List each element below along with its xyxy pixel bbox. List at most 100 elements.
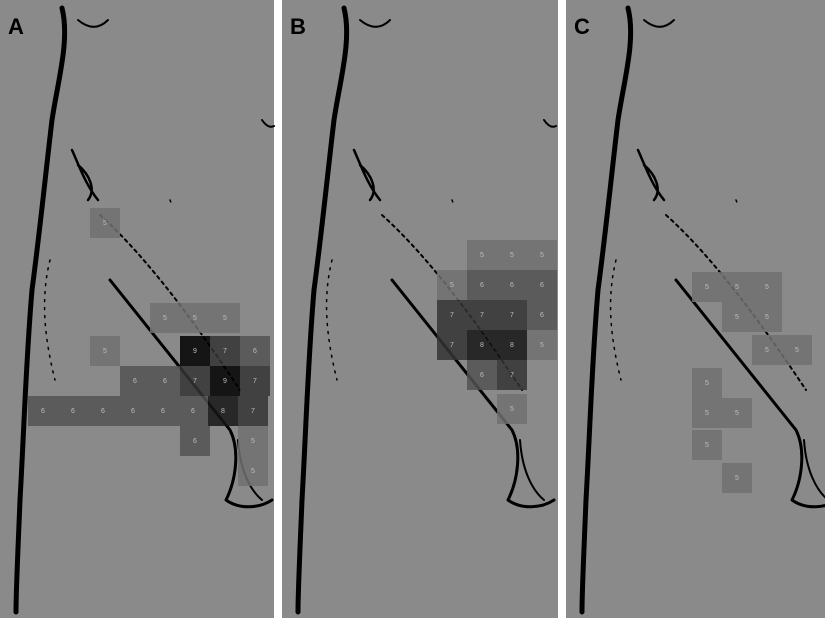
pain-cell <box>28 396 58 426</box>
cell-value: 5 <box>510 252 514 259</box>
cell-value: 5 <box>510 406 514 413</box>
cell-value: 7 <box>223 348 227 355</box>
pain-cell <box>527 300 557 330</box>
cell-value: 6 <box>41 408 45 415</box>
cell-value: 5 <box>735 284 739 291</box>
pain-cell <box>527 270 557 300</box>
cell-value: 6 <box>191 408 195 415</box>
cell-value: 5 <box>765 347 769 354</box>
cell-value: 6 <box>163 378 167 385</box>
pain-cell <box>180 336 210 366</box>
pain-cell <box>692 368 722 398</box>
pain-cell <box>692 430 722 460</box>
cell-value: 5 <box>795 347 799 354</box>
pain-cell <box>692 398 722 428</box>
pain-cell <box>88 396 118 426</box>
panel: 5 5 5 5 6 6 6 7 7 7 6 7 8 8 5 6 7 5 B <box>282 0 558 618</box>
pain-cell <box>437 300 467 330</box>
cell-value: 5 <box>103 348 107 355</box>
cell-value: 5 <box>705 442 709 449</box>
cell-value: 6 <box>510 282 514 289</box>
cell-value: 6 <box>131 408 135 415</box>
pain-cell <box>527 330 557 360</box>
pain-cell <box>722 463 752 493</box>
cell-value: 5 <box>735 410 739 417</box>
panel: 5 5 5 5 5 5 5 5 5 5 5 5 C <box>566 0 825 618</box>
cell-value: 5 <box>735 475 739 482</box>
cell-value: 5 <box>540 252 544 259</box>
pain-cell <box>180 426 210 456</box>
pain-cell <box>752 272 782 302</box>
cell-value: 7 <box>510 372 514 379</box>
pain-cell <box>238 426 268 456</box>
cell-value: 7 <box>253 378 257 385</box>
panel-label: B <box>290 14 306 39</box>
pain-cell <box>238 456 268 486</box>
pain-cell <box>497 360 527 390</box>
cell-value: 5 <box>735 314 739 321</box>
cell-value: 7 <box>450 342 454 349</box>
pain-cell <box>148 396 178 426</box>
pain-cell <box>692 272 722 302</box>
panel-label: C <box>574 14 590 39</box>
panel-label: A <box>8 14 24 39</box>
pain-cell <box>497 300 527 330</box>
pain-cell <box>120 366 150 396</box>
pain-cell <box>210 303 240 333</box>
cell-value: 5 <box>705 410 709 417</box>
pain-cell <box>150 366 180 396</box>
pain-cell <box>238 396 268 426</box>
pain-cell <box>90 208 120 238</box>
pain-cell <box>467 240 497 270</box>
cell-value: 9 <box>223 378 227 385</box>
pain-cell <box>240 336 270 366</box>
cell-value: 5 <box>193 315 197 322</box>
pain-cell <box>437 270 467 300</box>
pain-cell <box>58 396 88 426</box>
pain-cell <box>90 336 120 366</box>
cell-value: 5 <box>103 220 107 227</box>
cell-value: 6 <box>161 408 165 415</box>
cell-value: 6 <box>480 282 484 289</box>
cell-value: 6 <box>253 348 257 355</box>
cell-value: 5 <box>251 468 255 475</box>
pain-cell <box>208 396 238 426</box>
cell-value: 5 <box>705 380 709 387</box>
panel: 5 5 5 5 5 9 7 6 6 6 7 9 7 6 6 6 6 6 6 8 7 6 5 5 A <box>0 0 274 618</box>
cell-value: 6 <box>193 438 197 445</box>
cell-value: 7 <box>450 312 454 319</box>
pain-cell <box>527 240 557 270</box>
cell-value: 6 <box>101 408 105 415</box>
cell-value: 8 <box>510 342 514 349</box>
cell-value: 5 <box>765 314 769 321</box>
pain-cell <box>497 394 527 424</box>
pain-cell <box>210 366 240 396</box>
cell-value: 7 <box>510 312 514 319</box>
pain-cell <box>782 335 812 365</box>
pain-cell <box>497 240 527 270</box>
pain-cell <box>722 398 752 428</box>
pain-cell <box>722 272 752 302</box>
cell-value: 5 <box>705 284 709 291</box>
cell-value: 5 <box>163 315 167 322</box>
cell-value: 6 <box>133 378 137 385</box>
pain-cell <box>497 330 527 360</box>
pain-cell <box>467 360 497 390</box>
cell-value: 5 <box>450 282 454 289</box>
cell-value: 5 <box>765 284 769 291</box>
pain-cell <box>180 303 210 333</box>
pain-cell <box>180 366 210 396</box>
pain-cell <box>467 270 497 300</box>
pain-cell <box>467 330 497 360</box>
pain-cell <box>210 336 240 366</box>
cell-value: 7 <box>480 312 484 319</box>
cell-value: 5 <box>251 438 255 445</box>
cell-value: 6 <box>540 282 544 289</box>
cell-value: 5 <box>540 342 544 349</box>
pain-cell <box>150 303 180 333</box>
pain-cell <box>467 300 497 330</box>
pain-cell <box>752 335 782 365</box>
cell-value: 7 <box>251 408 255 415</box>
cell-value: 5 <box>223 315 227 322</box>
